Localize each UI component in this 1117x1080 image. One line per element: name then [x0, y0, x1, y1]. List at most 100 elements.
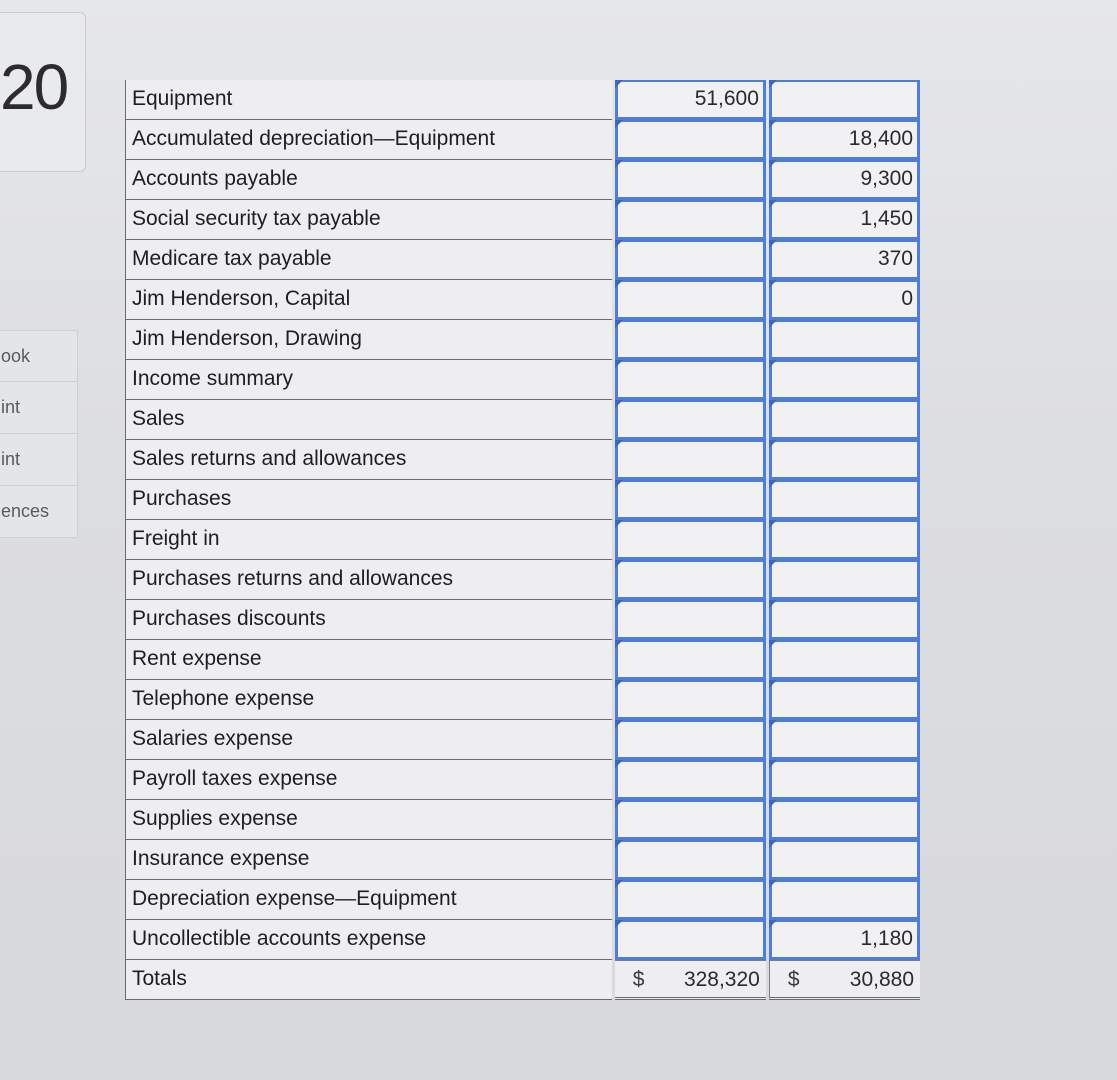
account-name: Rent expense: [125, 640, 612, 680]
account-name: Supplies expense: [125, 800, 612, 840]
table-row: Payroll taxes expense: [125, 760, 920, 800]
debit-input[interactable]: [614, 640, 766, 680]
credit-input[interactable]: [768, 320, 920, 360]
table-row: Sales: [125, 400, 920, 440]
debit-input[interactable]: [614, 280, 766, 320]
debit-input[interactable]: [614, 440, 766, 480]
credit-input[interactable]: 0: [768, 280, 920, 320]
table-row: Accumulated depreciation—Equipment 18,40…: [125, 120, 920, 160]
debit-dollar-sign: $: [632, 968, 645, 991]
debit-input[interactable]: [614, 480, 766, 520]
account-name: Telephone expense: [125, 680, 612, 720]
table-row: Purchases: [125, 480, 920, 520]
account-name: Payroll taxes expense: [125, 760, 612, 800]
account-name: Purchases discounts: [125, 600, 612, 640]
table-row: Depreciation expense—Equipment: [125, 880, 920, 920]
credit-input[interactable]: 1,180: [768, 920, 920, 960]
credit-input[interactable]: [768, 840, 920, 880]
table-row: Rent expense: [125, 640, 920, 680]
debit-total: $ 328,320: [614, 960, 766, 1000]
credit-input[interactable]: [768, 400, 920, 440]
worksheet-table: Equipment 51,600 Accumulated depreciatio…: [125, 80, 920, 1000]
score-box: [0, 12, 86, 172]
debit-input[interactable]: [614, 720, 766, 760]
score-text: 20: [0, 51, 69, 123]
totals-row: Totals $ 328,320 $ 30,880: [125, 960, 920, 1000]
side-menu: ook int int ences: [0, 330, 78, 538]
credit-input[interactable]: 1,450: [768, 200, 920, 240]
debit-input[interactable]: [614, 120, 766, 160]
table-row: Insurance expense: [125, 840, 920, 880]
debit-input[interactable]: 51,600: [614, 80, 766, 120]
credit-input[interactable]: [768, 640, 920, 680]
account-name: Jim Henderson, Drawing: [125, 320, 612, 360]
credit-input[interactable]: [768, 560, 920, 600]
debit-input[interactable]: [614, 240, 766, 280]
account-name: Social security tax payable: [125, 200, 612, 240]
account-name: Depreciation expense—Equipment: [125, 880, 612, 920]
debit-input[interactable]: [614, 880, 766, 920]
debit-input[interactable]: [614, 760, 766, 800]
debit-input[interactable]: [614, 680, 766, 720]
credit-total-value: 30,880: [849, 968, 914, 991]
debit-input[interactable]: [614, 520, 766, 560]
account-name: Accumulated depreciation—Equipment: [125, 120, 612, 160]
credit-input[interactable]: [768, 480, 920, 520]
debit-input[interactable]: [614, 840, 766, 880]
table-row: Equipment 51,600: [125, 80, 920, 120]
credit-input[interactable]: 18,400: [768, 120, 920, 160]
table-row: Medicare tax payable 370: [125, 240, 920, 280]
credit-input[interactable]: [768, 800, 920, 840]
side-menu-item-book[interactable]: ook: [0, 330, 78, 382]
side-menu-item-hint[interactable]: int: [0, 434, 78, 486]
table-row: Social security tax payable 1,450: [125, 200, 920, 240]
account-name: Sales: [125, 400, 612, 440]
credit-input[interactable]: 370: [768, 240, 920, 280]
credit-total: $ 30,880: [768, 960, 920, 1000]
side-menu-item-print[interactable]: int: [0, 382, 78, 434]
credit-input[interactable]: [768, 880, 920, 920]
debit-input[interactable]: [614, 320, 766, 360]
account-name: Equipment: [125, 80, 612, 120]
table-row: Accounts payable 9,300: [125, 160, 920, 200]
credit-input[interactable]: [768, 680, 920, 720]
debit-input[interactable]: [614, 360, 766, 400]
account-name: Jim Henderson, Capital: [125, 280, 612, 320]
account-name: Uncollectible accounts expense: [125, 920, 612, 960]
credit-input[interactable]: [768, 440, 920, 480]
account-name: Medicare tax payable: [125, 240, 612, 280]
account-name: Salaries expense: [125, 720, 612, 760]
credit-input[interactable]: 9,300: [768, 160, 920, 200]
debit-input[interactable]: [614, 160, 766, 200]
account-name: Accounts payable: [125, 160, 612, 200]
debit-input[interactable]: [614, 600, 766, 640]
table-row: Sales returns and allowances: [125, 440, 920, 480]
side-menu-item-references[interactable]: ences: [0, 486, 78, 538]
debit-input[interactable]: [614, 200, 766, 240]
account-name: Sales returns and allowances: [125, 440, 612, 480]
credit-input[interactable]: [768, 360, 920, 400]
credit-input[interactable]: [768, 520, 920, 560]
account-name: Freight in: [125, 520, 612, 560]
table-row: Income summary: [125, 360, 920, 400]
debit-total-value: 328,320: [683, 968, 760, 991]
debit-input[interactable]: [614, 400, 766, 440]
table-row: Jim Henderson, Drawing: [125, 320, 920, 360]
table-row: Uncollectible accounts expense 1,180: [125, 920, 920, 960]
table-row: Jim Henderson, Capital 0: [125, 280, 920, 320]
debit-input[interactable]: [614, 560, 766, 600]
debit-input[interactable]: [614, 800, 766, 840]
account-name: Purchases: [125, 480, 612, 520]
account-name: Purchases returns and allowances: [125, 560, 612, 600]
table-row: Supplies expense: [125, 800, 920, 840]
table-row: Telephone expense: [125, 680, 920, 720]
table-row: Purchases discounts: [125, 600, 920, 640]
credit-input[interactable]: [768, 600, 920, 640]
credit-input[interactable]: [768, 80, 920, 120]
account-name: Insurance expense: [125, 840, 612, 880]
debit-input[interactable]: [614, 920, 766, 960]
credit-input[interactable]: [768, 720, 920, 760]
table-row: Salaries expense: [125, 720, 920, 760]
credit-input[interactable]: [768, 760, 920, 800]
